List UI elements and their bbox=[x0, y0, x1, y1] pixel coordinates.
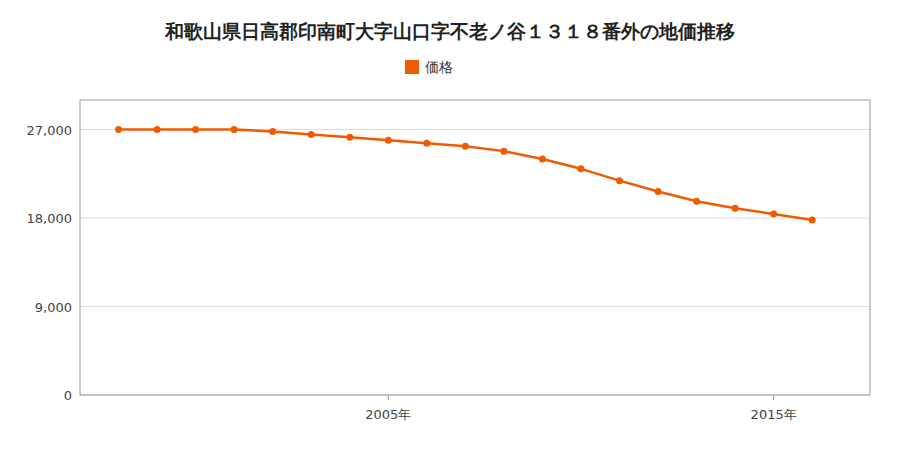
point bbox=[423, 140, 430, 147]
x-tick-label: 2015年 bbox=[751, 407, 797, 422]
point bbox=[693, 198, 700, 205]
x-tick bbox=[388, 395, 389, 400]
point bbox=[462, 143, 469, 150]
point bbox=[732, 205, 739, 212]
y-tick-label: 27,000 bbox=[27, 123, 73, 138]
point bbox=[770, 211, 777, 218]
legend: 価格 bbox=[405, 59, 453, 75]
x-tick bbox=[773, 395, 774, 400]
point bbox=[500, 148, 507, 155]
y-tick-label: 18,000 bbox=[27, 211, 73, 226]
point bbox=[577, 165, 584, 172]
point bbox=[231, 126, 238, 133]
point bbox=[308, 131, 315, 138]
legend-swatch bbox=[405, 60, 419, 74]
y-tick-label: 0 bbox=[64, 388, 72, 403]
point bbox=[154, 126, 161, 133]
chart: 和歌山県日高郡印南町大字山口字不老ノ谷１３１８番外の地価推移 0 9,000 18,0… bbox=[0, 0, 900, 450]
point bbox=[192, 126, 199, 133]
grid bbox=[80, 130, 870, 396]
grid-line bbox=[80, 218, 870, 219]
series-line bbox=[119, 130, 813, 220]
title: 和歌山県日高郡印南町大字山口字不老ノ谷１３１８番外の地価推移 bbox=[164, 20, 735, 42]
point bbox=[809, 216, 816, 223]
legend-label: 価格 bbox=[425, 59, 453, 75]
point bbox=[539, 156, 546, 163]
point bbox=[385, 137, 392, 144]
grid-line bbox=[80, 306, 870, 307]
point bbox=[616, 177, 623, 184]
y-tick-label: 9,000 bbox=[35, 300, 72, 315]
point bbox=[346, 134, 353, 141]
point bbox=[269, 128, 276, 135]
data-layer bbox=[115, 126, 816, 223]
point bbox=[655, 188, 662, 195]
x-tick-label: 2005年 bbox=[365, 407, 411, 422]
plot-frame bbox=[80, 100, 870, 395]
point bbox=[115, 126, 122, 133]
